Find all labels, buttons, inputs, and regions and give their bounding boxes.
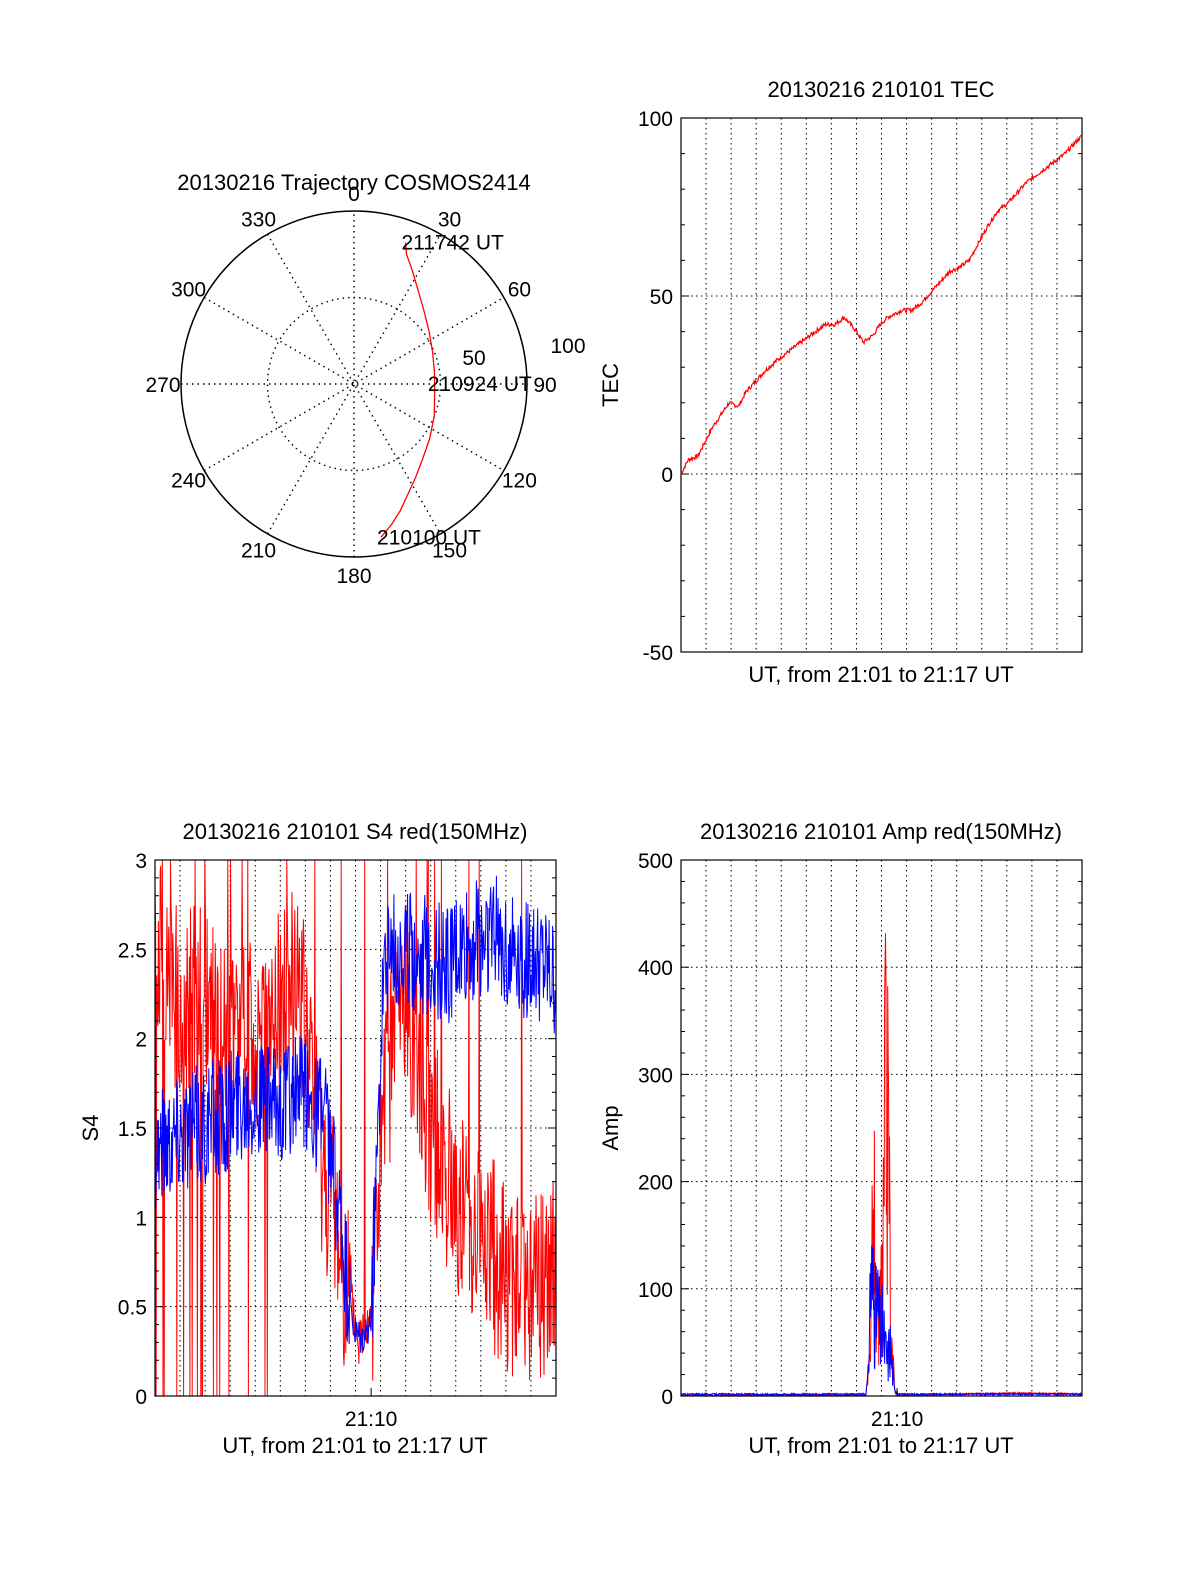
tec-y-ticks: -50 0 50 100 bbox=[638, 108, 1082, 665]
amp-panel: 20130216 210101 Amp red(150MHz) 0 100 200 3… bbox=[598, 819, 1083, 1458]
polar-angle-label: 150 bbox=[432, 539, 467, 562]
s4-ytick-label: 2.5 bbox=[118, 939, 147, 962]
amp-ytick-label: 100 bbox=[638, 1279, 673, 1302]
s4-y-ticks: 0 0.5 1 1.5 2 2.5 3 bbox=[118, 850, 556, 1409]
tec-ytick-label: 0 bbox=[661, 464, 673, 487]
s4-ytick-label: 0.5 bbox=[118, 1297, 147, 1320]
s4-ylabel: S4 bbox=[78, 1115, 103, 1142]
s4-xlabel: UT, from 21:01 to 21:17 UT bbox=[222, 1433, 487, 1458]
s4-ytick-label: 3 bbox=[135, 850, 147, 873]
s4-ytick-label: 1.5 bbox=[118, 1118, 147, 1141]
amp-blue-line bbox=[680, 1245, 1083, 1397]
polar-inner-circle bbox=[266, 296, 442, 472]
trajectory-annotation: 211742 UT bbox=[401, 232, 504, 255]
trajectory-annotation: 210100 UT bbox=[377, 526, 481, 549]
amp-title: 20130216 210101 Amp red(150MHz) bbox=[700, 819, 1062, 844]
polar-radius-label: 100 bbox=[550, 335, 585, 358]
s4-ytick-label: 2 bbox=[135, 1029, 147, 1052]
polar-angle-label: 0 bbox=[348, 183, 360, 206]
amp-ytick-label: 500 bbox=[638, 850, 673, 873]
tec-xlabel: UT, from 21:01 to 21:17 UT bbox=[748, 662, 1013, 687]
s4-panel: 20130216 210101 S4 red(150MHz) 0 0.5 1 1.5 2… bbox=[78, 819, 557, 1458]
amp-ytick-label: 400 bbox=[638, 957, 673, 980]
polar-angle-label: 300 bbox=[171, 279, 206, 302]
polar-angle-labels: 0 30 60 90 120 150 180 210 240 270 300 330 bbox=[145, 183, 556, 588]
tec-ytick-label: -50 bbox=[643, 642, 673, 665]
amp-ytick-label: 0 bbox=[661, 1386, 673, 1409]
s4-ytick-label: 1 bbox=[135, 1207, 147, 1230]
tec-ytick-label: 100 bbox=[638, 108, 673, 131]
trajectory-panel: 20130216 Trajectory COSMOS2414 0 30 60 90 12… bbox=[145, 170, 585, 588]
trajectory-line bbox=[380, 242, 436, 538]
tec-frame bbox=[680, 117, 1083, 653]
polar-angle-label: 60 bbox=[508, 279, 531, 302]
amp-y-ticks: 0 100 200 300 400 500 bbox=[638, 850, 1082, 1409]
polar-grid bbox=[180, 210, 528, 558]
amp-ytick-label: 300 bbox=[638, 1064, 673, 1087]
s4-xtick-label: 21:10 bbox=[345, 1408, 398, 1431]
amp-frame bbox=[680, 859, 1083, 1397]
tec-ylabel: TEC bbox=[598, 363, 623, 407]
polar-angle-label: 120 bbox=[502, 470, 537, 493]
amp-series bbox=[680, 933, 1083, 1398]
polar-angle-label: 90 bbox=[533, 374, 556, 397]
s4-title: 20130216 210101 S4 red(150MHz) bbox=[183, 819, 528, 844]
tec-grid bbox=[681, 118, 1082, 652]
polar-angle-label: 270 bbox=[145, 374, 180, 397]
tec-ytick-label: 50 bbox=[650, 286, 673, 309]
trajectory-annotations: 211742 UT 210924 UT 210100 UT bbox=[377, 232, 532, 550]
tec-series bbox=[680, 134, 1083, 475]
amp-xlabel: UT, from 21:01 to 21:17 UT bbox=[748, 1433, 1013, 1458]
polar-angle-label: 180 bbox=[336, 565, 371, 588]
amp-xtick-label: 21:10 bbox=[871, 1408, 924, 1431]
amp-ytick-label: 200 bbox=[638, 1172, 673, 1195]
polar-radius-labels: 50 100 bbox=[462, 335, 585, 370]
polar-angle-label: 210 bbox=[241, 539, 276, 562]
s4-series bbox=[154, 859, 557, 1397]
tec-line bbox=[680, 134, 1083, 475]
polar-angle-label: 30 bbox=[438, 209, 461, 232]
polar-angle-label: 240 bbox=[171, 470, 206, 493]
tec-title: 20130216 210101 TEC bbox=[767, 77, 994, 102]
s4-grid bbox=[155, 860, 556, 1396]
s4-blue-line bbox=[154, 875, 557, 1353]
s4-ytick-label: 0 bbox=[135, 1386, 147, 1409]
polar-radius-label: 50 bbox=[462, 347, 485, 370]
amp-x-ticks: 21:10 bbox=[871, 1388, 924, 1431]
trajectory-title: 20130216 Trajectory COSMOS2414 bbox=[177, 170, 530, 195]
tec-panel: 20130216 210101 TEC -50 0 50 100 UT, from 2… bbox=[598, 77, 1083, 687]
polar-angle-label: 330 bbox=[241, 209, 276, 232]
s4-x-ticks: 21:10 bbox=[345, 1388, 398, 1431]
trajectory-annotation: 210924 UT bbox=[428, 373, 532, 396]
amp-ylabel: Amp bbox=[598, 1105, 623, 1150]
